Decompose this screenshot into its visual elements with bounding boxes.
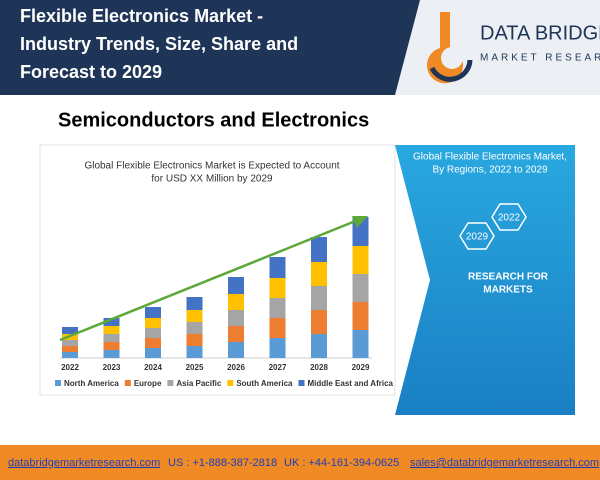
legend-label: Middle East and Africa <box>307 379 393 388</box>
x-tick-label: 2023 <box>103 363 121 372</box>
bar-segment <box>145 307 161 318</box>
footer-link[interactable]: databridgemarketresearch.com <box>8 457 160 469</box>
x-tick-label: 2025 <box>186 363 204 372</box>
bar-segment <box>186 346 203 358</box>
logo-tagline: MARKET RESEARCH <box>480 53 600 64</box>
bar-segment <box>103 318 120 326</box>
x-tick-label: 2022 <box>61 363 79 372</box>
bar-segment <box>228 342 244 358</box>
side-panel <box>395 145 575 415</box>
x-tick-label: 2029 <box>352 363 370 372</box>
bar-segment <box>269 338 286 358</box>
x-tick-label: 2024 <box>144 363 162 372</box>
bar-segment <box>228 277 244 294</box>
bar-segment <box>228 294 244 310</box>
panel-tagline: RESEARCH FOR <box>468 272 549 283</box>
legend-label: Asia Pacific <box>176 379 221 388</box>
legend-label: Europe <box>134 379 162 388</box>
section-title: Semiconductors and Electronics <box>58 109 369 131</box>
bar-segment <box>103 342 120 350</box>
hexagon-label: 2022 <box>498 213 521 224</box>
bar-segment <box>352 302 369 330</box>
bar-segment <box>145 328 161 338</box>
bar-segment <box>186 310 203 322</box>
trend-arrow <box>59 216 368 342</box>
logo-area <box>395 0 600 95</box>
bar-segment <box>186 297 203 310</box>
bar-segment <box>352 274 369 302</box>
bar-segment <box>269 278 286 298</box>
hexagon-label: 2029 <box>466 232 489 243</box>
legend-swatch <box>298 380 305 386</box>
panel-tagline: MARKETS <box>483 285 533 296</box>
logo-name: DATA BRIDGE <box>480 22 600 44</box>
chart-title: for USD XX Million by 2029 <box>151 174 273 185</box>
bar-segment <box>103 334 120 342</box>
bar-segment <box>269 257 286 278</box>
legend-swatch <box>55 380 61 386</box>
bar-segment <box>269 318 286 338</box>
bar-segment <box>186 334 203 346</box>
legend-swatch <box>227 380 234 386</box>
bar-segment <box>186 322 203 334</box>
legend-swatch <box>167 380 174 386</box>
bar-segment <box>311 237 327 262</box>
bar-segment <box>269 298 286 318</box>
bar-segment <box>228 326 244 342</box>
chart-box <box>39 144 396 396</box>
bars: 2022 2023 2024 2025 2026 2027 2028 2029 <box>61 217 370 372</box>
bar-segment <box>311 334 327 358</box>
bar-segment <box>311 262 327 286</box>
x-tick-label: 2027 <box>269 363 287 372</box>
header-title: Forecast to 2029 <box>20 62 162 82</box>
legend: North America Europe Asia Pacific South Ame… <box>55 379 394 388</box>
footer-phone: US : +1-888-387-2818 <box>168 457 277 469</box>
logo-icon <box>426 12 473 84</box>
legend-label: South America <box>236 379 293 388</box>
bar-segment <box>228 310 244 326</box>
header-title: Industry Trends, Size, Share and <box>20 34 298 54</box>
bar-segment <box>62 346 78 352</box>
bar-segment <box>145 338 161 348</box>
footer-email[interactable]: sales@databridgemarketresearch.com <box>410 457 599 469</box>
panel-title: By Regions, 2022 to 2029 <box>432 165 548 176</box>
bar-segment <box>145 348 161 358</box>
hexagon <box>459 222 495 250</box>
bar-segment <box>352 246 369 274</box>
bar-segment <box>103 350 120 358</box>
x-tick-label: 2028 <box>310 363 328 372</box>
x-tick-label: 2026 <box>227 363 245 372</box>
header-title: Flexible Electronics Market - <box>20 6 263 26</box>
panel-title: Global Flexible Electronics Market, <box>413 152 567 163</box>
hexagon <box>491 203 527 231</box>
bar-segment <box>352 330 369 358</box>
legend-label: North America <box>64 379 119 388</box>
bar-segment <box>311 286 327 310</box>
footer-phone: UK : +44-161-394-0625 <box>284 457 399 469</box>
bar-segment <box>145 318 161 328</box>
legend-swatch <box>124 380 131 386</box>
bar-segment <box>311 310 327 334</box>
chart-title: Global Flexible Electronics Market is Ex… <box>84 161 339 172</box>
bar-segment <box>62 352 78 358</box>
bar-segment <box>62 327 78 334</box>
footer-bar <box>0 445 600 480</box>
bar-segment <box>62 340 78 346</box>
bar-segment <box>103 326 120 334</box>
